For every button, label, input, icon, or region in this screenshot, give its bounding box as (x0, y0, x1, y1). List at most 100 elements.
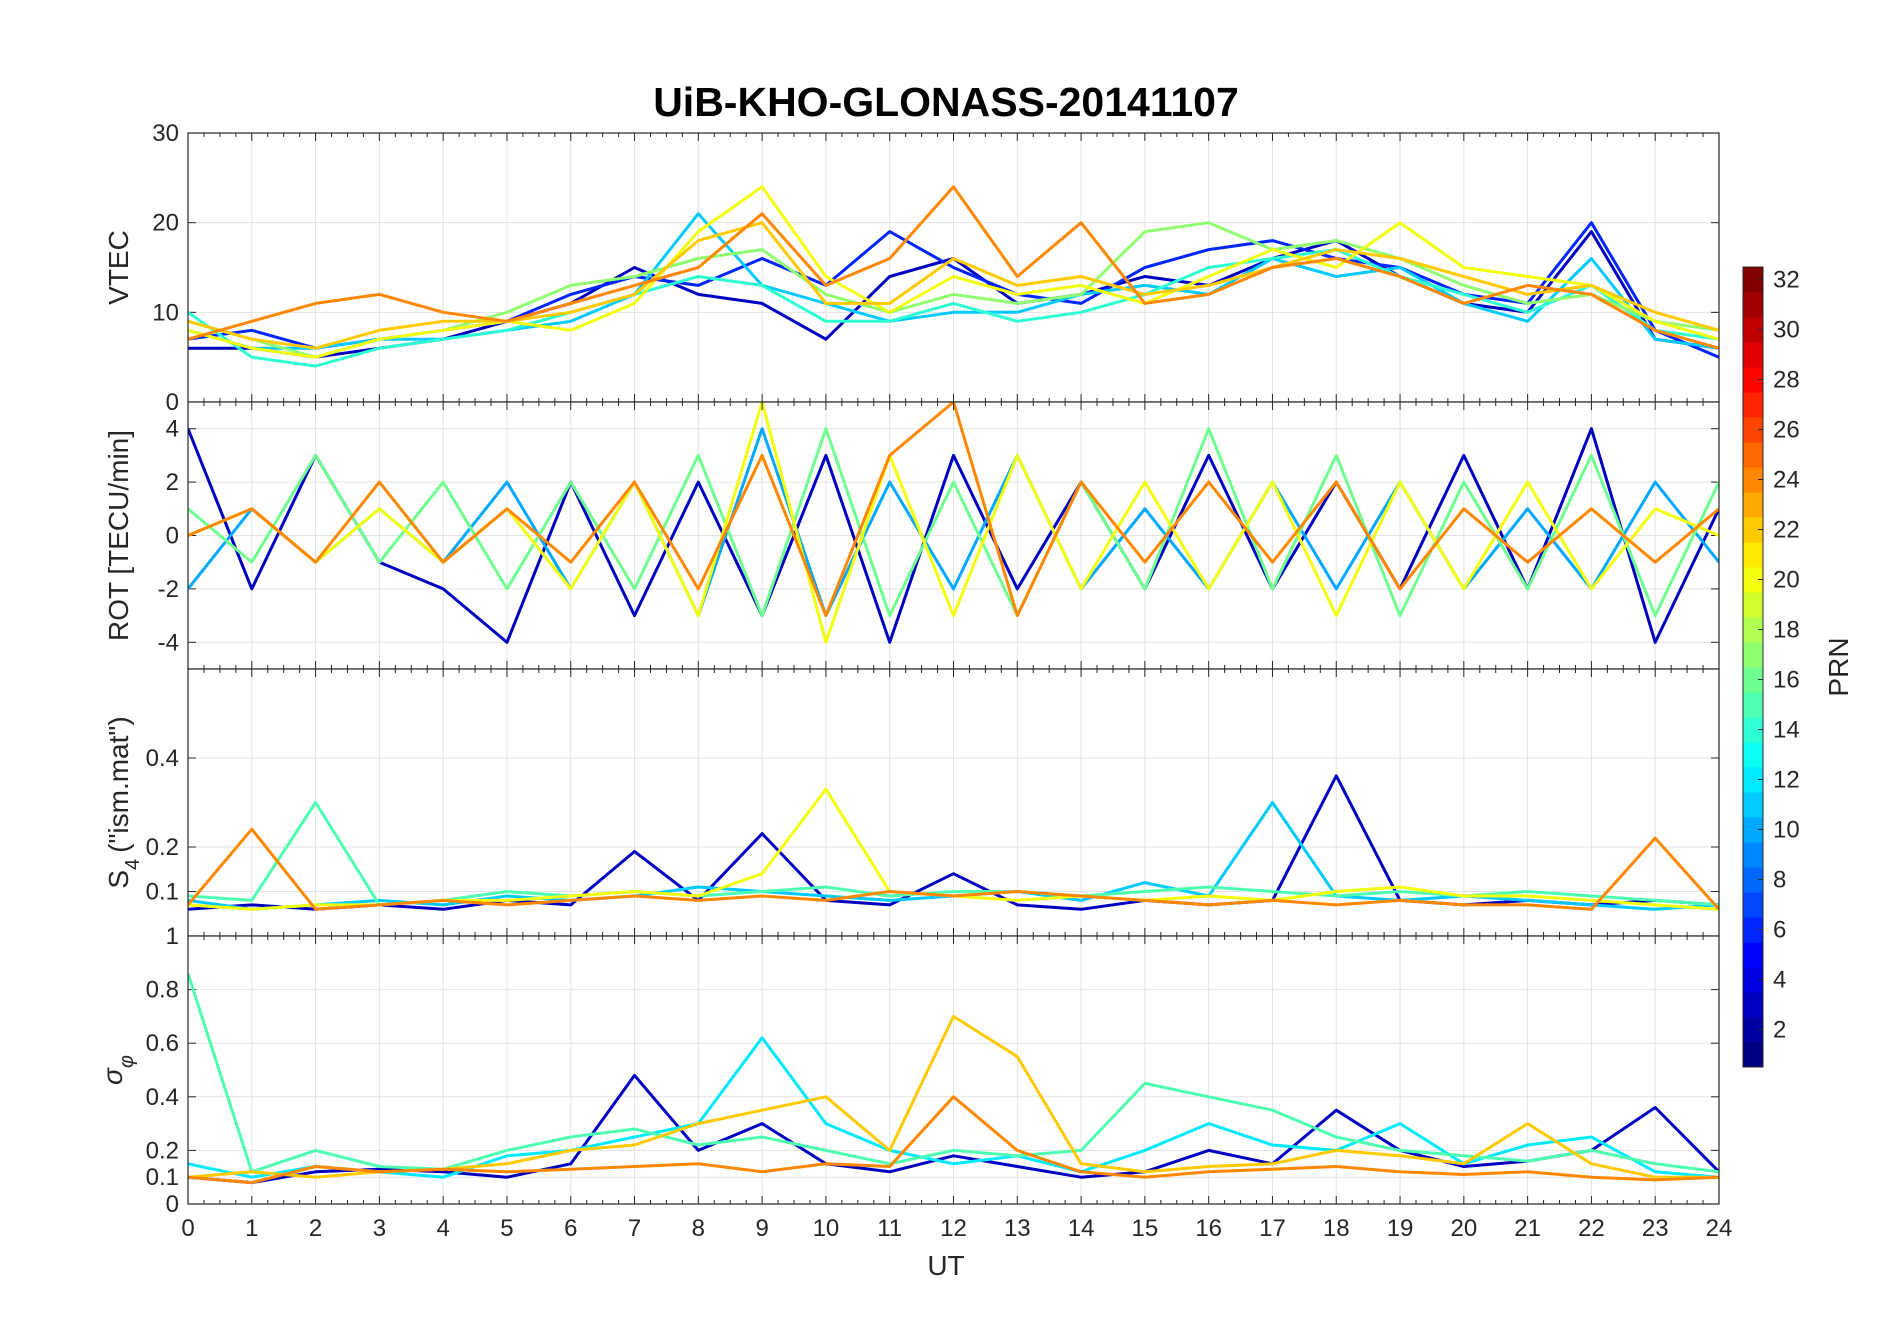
panel-s4: 0.1 0.2 0.4S4("ism.mat") (103, 668, 1720, 937)
x-tick-label: 14 (1068, 1215, 1095, 1242)
colorbar-tick-label: 10 (1773, 817, 1800, 844)
colorbar-segment (1743, 517, 1763, 543)
y-tick-label: 0 (166, 1191, 179, 1218)
y-tick-label: 0 (166, 389, 179, 416)
x-tick-label: 17 (1259, 1215, 1286, 1242)
y-tick-label: 1 (166, 923, 179, 950)
series-line-prn-3 (188, 1073, 1719, 1185)
colorbar-frame (1742, 266, 1764, 1068)
x-axis-label: UT (927, 1250, 964, 1281)
colorbar-segment (1743, 1042, 1763, 1068)
y-axis-label: ROT [TECU/min] (103, 430, 134, 641)
y-tick-label: 30 (152, 120, 179, 147)
x-tick-label: 22 (1578, 1215, 1605, 1242)
colorbar-tick-label: 18 (1773, 617, 1800, 644)
y-tick-label: 20 (152, 210, 179, 237)
panel-vtec: 0 10 20 30 VTEC (103, 120, 1720, 416)
colorbar-tick-label: 4 (1773, 967, 1786, 994)
colorbar-tick-label: 30 (1773, 317, 1800, 344)
colorbar-segment (1743, 317, 1763, 343)
y-tick-label: 2 (166, 469, 179, 496)
x-tick-label: 13 (1004, 1215, 1031, 1242)
colorbar-tick-label: 22 (1773, 517, 1800, 544)
colorbar-segment (1743, 692, 1763, 718)
colorbar-tick-label: 24 (1773, 467, 1800, 494)
x-tick-label: 18 (1323, 1215, 1350, 1242)
chart-title: UiB-KHO-GLONASS-20141107 (653, 79, 1239, 125)
x-tick-label: 2 (309, 1215, 322, 1242)
colorbar-segment (1743, 642, 1763, 668)
x-tick-label: 4 (436, 1215, 449, 1242)
colorbar-segment (1743, 1017, 1763, 1043)
series-group (188, 774, 1719, 911)
x-tick-label: 7 (628, 1215, 641, 1242)
colorbar-segment (1743, 767, 1763, 793)
colorbar-tick-label: 6 (1773, 917, 1786, 944)
x-tick-label: 23 (1642, 1215, 1669, 1242)
colorbar-segment (1743, 992, 1763, 1018)
series-group (188, 973, 1719, 1185)
colorbar-tick-label: 28 (1773, 367, 1800, 394)
colorbar-segment (1743, 442, 1763, 468)
series-group (188, 402, 1719, 644)
panel-rot: -4 -2 0 2 4 ROT [TECU/min] (103, 401, 1720, 670)
y-tick-label: 0.1 (146, 1164, 179, 1191)
colorbar-segment (1743, 867, 1763, 893)
colorbar-tick-label: 32 (1773, 267, 1800, 294)
x-axis-ticks: 0 1 2 3 4 5 6 7 8 9 10 11 12 13 14 15 16 17 18 19 20 21 22 23 24 (181, 1215, 1732, 1242)
colorbar-segment (1743, 267, 1763, 293)
colorbar-tick-label: 14 (1773, 717, 1800, 744)
colorbar-tick-label: 8 (1773, 867, 1786, 894)
y-tick-label: 0.4 (146, 1084, 179, 1111)
y-axis-label: S4("ism.mat") (103, 716, 144, 888)
colorbar-segment (1743, 817, 1763, 843)
x-tick-label: 11 (877, 1215, 902, 1242)
x-tick-label: 21 (1514, 1215, 1541, 1242)
colorbar-segment (1743, 842, 1763, 868)
x-tick-label: 9 (755, 1215, 768, 1242)
colorbar-segment (1743, 342, 1763, 368)
x-tick-label: 0 (181, 1215, 194, 1242)
y-tick-label: 0.8 (146, 977, 179, 1004)
colorbar-segment (1743, 967, 1763, 993)
colorbar-segment (1743, 717, 1763, 743)
x-tick-label: 24 (1706, 1215, 1733, 1242)
series-line-prn-22 (188, 221, 1719, 350)
x-tick-label: 1 (245, 1215, 258, 1242)
series-line-prn-14 (188, 248, 1719, 368)
colorbar-segment (1743, 492, 1763, 518)
colorbar-tick-label: 12 (1773, 767, 1800, 794)
x-tick-label: 6 (564, 1215, 577, 1242)
colorbar-segment (1743, 792, 1763, 818)
colorbar-segment (1743, 567, 1763, 593)
x-tick-label: 8 (692, 1215, 705, 1242)
series-line-prn-16 (188, 427, 1719, 618)
series-group (188, 185, 1719, 368)
colorbar-segment (1743, 892, 1763, 918)
series-line-prn-24 (188, 185, 1719, 350)
x-tick-label: 15 (1132, 1215, 1159, 1242)
colorbar-segment (1743, 367, 1763, 393)
y-tick-label: 0.4 (146, 745, 179, 772)
y-tick-label: 0.1 (146, 879, 179, 906)
x-tick-label: 16 (1195, 1215, 1222, 1242)
y-tick-label: 0 (166, 523, 179, 550)
colorbar-tick-label: 26 (1773, 417, 1800, 444)
colorbar-tick-label: 20 (1773, 567, 1800, 594)
colorbar-segment (1743, 617, 1763, 643)
y-tick-label: 0.2 (146, 1137, 179, 1164)
y-tick-label: 0.2 (146, 834, 179, 861)
series-line-prn-20 (188, 185, 1719, 359)
y-tick-label: 0.6 (146, 1030, 179, 1057)
colorbar-tick-label: 2 (1773, 1017, 1786, 1044)
x-tick-label: 5 (500, 1215, 513, 1242)
x-tick-label: 10 (813, 1215, 840, 1242)
colorbar-segment (1743, 667, 1763, 693)
y-tick-label: 4 (166, 416, 179, 443)
colorbar-segment (1743, 742, 1763, 768)
y-axis-label: σφ (97, 1055, 138, 1085)
series-line-prn-3 (188, 427, 1719, 644)
